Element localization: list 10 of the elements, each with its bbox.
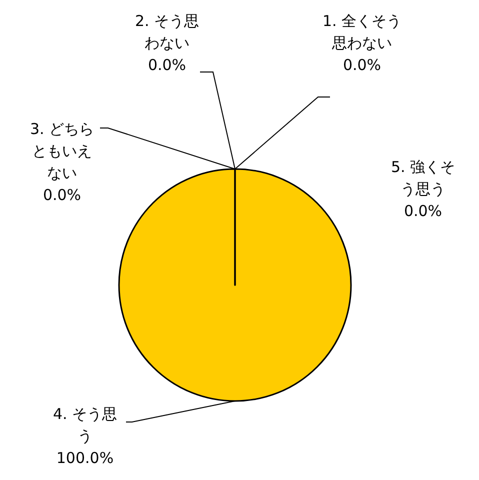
category-label: 2. そう思わない — [134, 12, 200, 52]
text: 0.0% — [342, 56, 382, 74]
data-label: 100.0% — [55, 448, 115, 469]
category-label: 1. 全くそう思わない — [322, 12, 402, 52]
slice-label: 4. そう思う — [52, 404, 118, 447]
text: 0.0% — [148, 56, 186, 74]
text: 0.0% — [404, 202, 442, 220]
category-label: 5. 強くそう思う — [390, 158, 456, 198]
text: 0.0% — [42, 186, 82, 204]
category-label: 3. どちらともいえない — [30, 120, 94, 182]
